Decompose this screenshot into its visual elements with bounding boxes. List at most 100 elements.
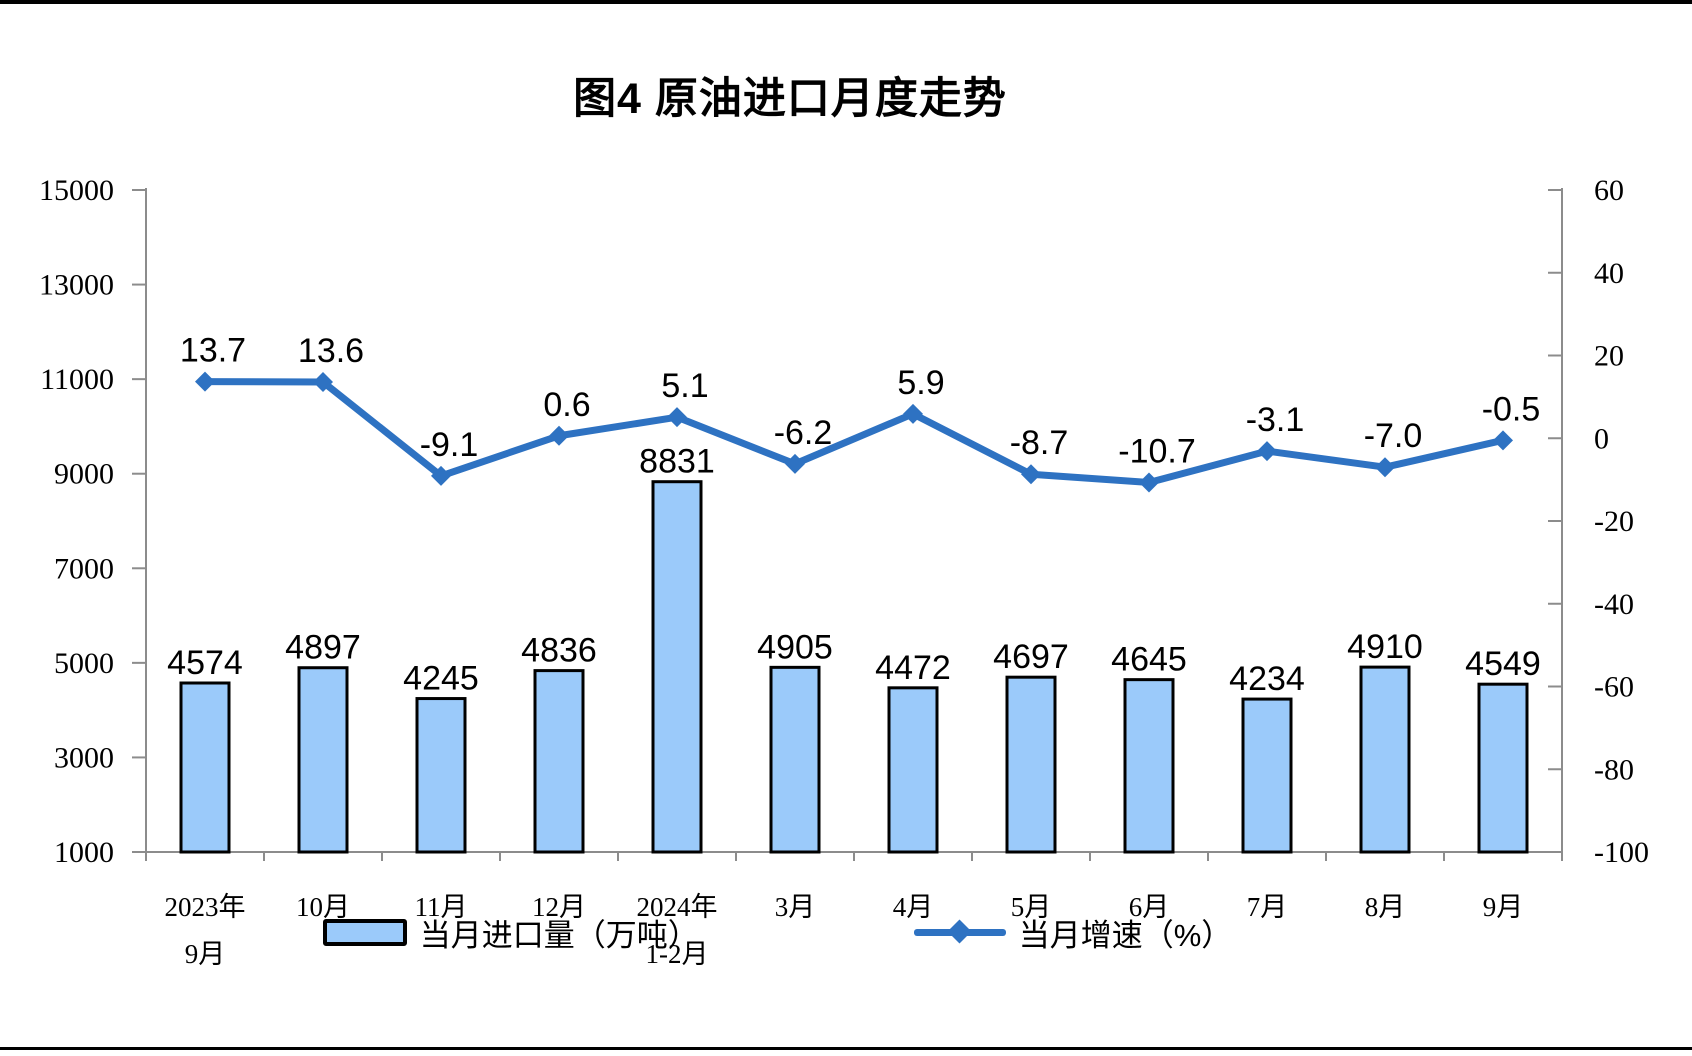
svg-text:7000: 7000: [54, 552, 114, 585]
svg-text:40: 40: [1594, 257, 1624, 290]
bar-6: [887, 686, 939, 854]
svg-text:4549: 4549: [1465, 645, 1541, 683]
y-axis-left: 15000 13000 11000 9000 7000 5000 3000 1000: [39, 174, 146, 869]
svg-text:13.6: 13.6: [298, 332, 364, 370]
diamond-marker-icon: [313, 371, 333, 392]
svg-text:9月: 9月: [1483, 892, 1524, 922]
chart-legend: 当月进口量（万吨） 当月增速（%）: [0, 908, 1555, 956]
svg-text:-8.7: -8.7: [1010, 424, 1069, 462]
bar-series-swatch-icon: [322, 918, 407, 946]
svg-text:-10.7: -10.7: [1118, 433, 1196, 471]
svg-text:15000: 15000: [39, 174, 114, 207]
line-series: [195, 371, 1513, 493]
diamond-marker-icon: [549, 425, 569, 446]
svg-text:4234: 4234: [1229, 660, 1305, 698]
diamond-marker-icon: [431, 465, 451, 486]
svg-text:10月: 10月: [296, 892, 350, 922]
svg-text:1000: 1000: [54, 836, 114, 869]
svg-text:-20: -20: [1594, 505, 1634, 538]
y-axis-right: 60 40 20 0 -20 -40 -60 -80 -100: [1548, 174, 1649, 869]
legend-item-growth: 当月增速（%）: [913, 910, 1233, 955]
bar-9: [1241, 697, 1293, 854]
svg-text:-80: -80: [1594, 753, 1634, 786]
svg-text:8831: 8831: [639, 443, 715, 481]
svg-text:9月: 9月: [185, 939, 226, 969]
bottom-border-line: [0, 1047, 1692, 1050]
diamond-marker-icon: [195, 371, 215, 392]
bar-2: [415, 697, 467, 854]
svg-text:6月: 6月: [1129, 892, 1170, 922]
svg-text:60: 60: [1594, 174, 1624, 207]
diamond-marker-icon: [1021, 464, 1041, 485]
bars-series: [179, 480, 1529, 854]
line-value-labels: 13.7 13.6 -9.1 0.6 5.1 -6.2 5.9 -8.7 -10.7 -3.1 -7…: [180, 332, 1540, 471]
svg-text:5月: 5月: [1011, 892, 1052, 922]
bar-value-labels: 4574 4897 4245 4836 8831 4905 4472 4697 4645 4234…: [167, 443, 1541, 698]
svg-text:1-2月: 1-2月: [646, 939, 709, 969]
diamond-marker-icon: [947, 919, 972, 944]
svg-text:-100: -100: [1594, 836, 1649, 869]
svg-text:4645: 4645: [1111, 641, 1187, 679]
bar-0: [179, 681, 231, 854]
svg-text:4472: 4472: [875, 649, 951, 687]
svg-text:4897: 4897: [285, 629, 361, 667]
svg-text:-9.1: -9.1: [420, 426, 479, 464]
svg-text:4905: 4905: [757, 628, 833, 666]
svg-text:13000: 13000: [39, 269, 114, 302]
svg-text:7月: 7月: [1247, 892, 1288, 922]
diamond-marker-icon: [1257, 441, 1277, 462]
svg-text:-60: -60: [1594, 671, 1634, 704]
diamond-marker-icon: [1493, 430, 1513, 451]
bar-3: [533, 669, 585, 854]
svg-text:4836: 4836: [521, 632, 597, 670]
bar-10: [1359, 665, 1411, 854]
diamond-marker-icon: [667, 407, 687, 428]
bar-1: [297, 666, 349, 854]
bar-11: [1477, 682, 1529, 854]
diamond-marker-icon: [785, 453, 805, 474]
svg-text:5.9: 5.9: [897, 364, 944, 402]
svg-text:3月: 3月: [775, 892, 816, 922]
svg-text:2024年: 2024年: [637, 892, 718, 922]
svg-text:12月: 12月: [532, 892, 586, 922]
svg-text:11月: 11月: [415, 892, 468, 922]
svg-text:20: 20: [1594, 340, 1624, 373]
svg-text:4910: 4910: [1347, 628, 1423, 666]
legend-label-growth: 当月增速（%）: [1018, 917, 1233, 953]
bar-5: [769, 665, 821, 854]
bar-4: [651, 480, 703, 854]
svg-text:-7.0: -7.0: [1364, 417, 1423, 455]
chart-title: 图4 原油进口月度走势: [573, 75, 1007, 123]
diamond-marker-icon: [1375, 457, 1395, 478]
svg-text:13.7: 13.7: [180, 332, 246, 370]
bar-7: [1005, 675, 1057, 854]
svg-text:-6.2: -6.2: [774, 414, 833, 452]
svg-text:0.6: 0.6: [543, 386, 590, 424]
svg-text:4697: 4697: [993, 638, 1069, 676]
svg-text:5.1: 5.1: [661, 367, 708, 405]
diamond-marker-icon: [1139, 472, 1159, 493]
svg-text:-40: -40: [1594, 588, 1634, 621]
axes: [145, 188, 1563, 853]
svg-text:5000: 5000: [54, 647, 114, 680]
diamond-marker-icon: [903, 403, 923, 424]
x-axis-labels: 2023年 9月 10月 11月 12月 2024年 1-2月 3月 4月 5月 6月 7月 8月 9月: [165, 892, 1524, 969]
svg-text:2023年: 2023年: [165, 892, 246, 922]
svg-text:0: 0: [1594, 422, 1609, 455]
svg-text:4574: 4574: [167, 644, 243, 682]
x-axis-ticks: [145, 852, 1563, 861]
svg-text:3000: 3000: [54, 741, 114, 774]
svg-text:-0.5: -0.5: [1482, 390, 1541, 428]
bar-8: [1123, 678, 1175, 854]
svg-text:-3.1: -3.1: [1246, 401, 1305, 439]
svg-text:4月: 4月: [893, 892, 934, 922]
svg-text:11000: 11000: [40, 363, 114, 396]
top-border-line: [0, 0, 1692, 4]
svg-text:9000: 9000: [54, 458, 114, 491]
legend-label-imports: 当月进口量（万吨）: [419, 917, 699, 953]
svg-text:8月: 8月: [1365, 892, 1406, 922]
svg-text:4245: 4245: [403, 660, 479, 698]
legend-item-imports: 当月进口量（万吨）: [322, 910, 699, 955]
line-series-swatch-icon: [913, 919, 1006, 944]
